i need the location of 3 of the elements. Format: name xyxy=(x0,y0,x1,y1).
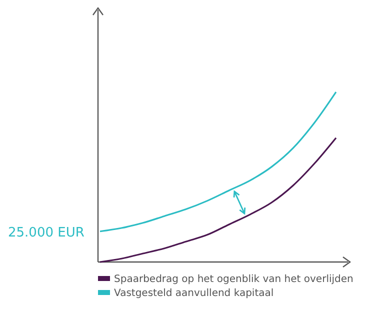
legend-label: Spaarbedrag op het ogenblik van het overlijden xyxy=(114,274,354,285)
text: 25.000 EUR xyxy=(8,225,84,240)
legend-label: Vastgesteld aanvullend kapitaal xyxy=(114,288,274,299)
